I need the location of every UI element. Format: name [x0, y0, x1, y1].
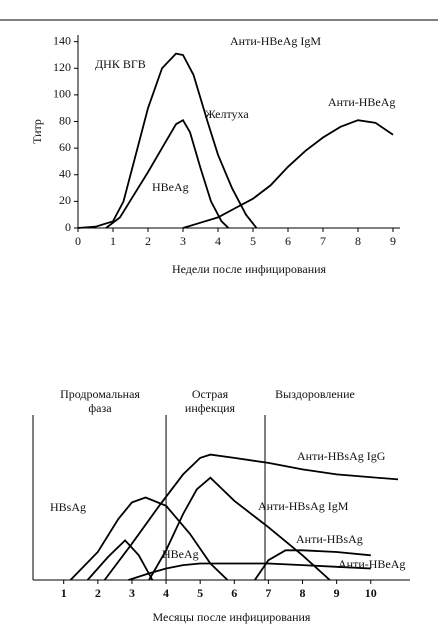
data-line [77, 52, 258, 229]
x-axis-label: Месяцы после инфицирования [153, 610, 311, 624]
x-tick-label: 9 [390, 234, 396, 248]
y-axis-label: Титр [30, 119, 44, 144]
series-label: Анти-HBsAg IgM [258, 499, 349, 513]
data-line [128, 562, 371, 581]
y-tick-label: 80 [59, 113, 71, 127]
y-tick-label: 140 [53, 33, 71, 47]
series-label: Анти-HBsAg [296, 532, 363, 546]
annotation: Анти-HBeAg IgM [230, 34, 321, 48]
x-tick-label: 1 [110, 234, 116, 248]
series-label: Анти-HBsAg IgG [297, 449, 386, 463]
phase-label: Острая [192, 387, 229, 401]
y-tick-label: 40 [59, 167, 71, 181]
y-tick-label: 0 [65, 220, 71, 234]
x-tick-label: 5 [197, 586, 203, 600]
series-label: HBsAg [50, 500, 86, 514]
x-tick-label: 3 [180, 234, 186, 248]
y-tick-label: 20 [59, 193, 71, 207]
x-tick-label: 7 [265, 586, 271, 600]
x-tick-label: 10 [365, 586, 377, 600]
x-tick-label: 0 [75, 234, 81, 248]
series-label: HBeAg [162, 547, 199, 561]
data-line [105, 118, 230, 229]
phase-label: Выздоровление [275, 387, 355, 401]
y-tick-label: 100 [53, 87, 71, 101]
data-line [103, 453, 399, 581]
series-label: ДНК ВГВ [95, 57, 146, 71]
phase-label: инфекция [185, 401, 236, 415]
x-tick-label: 6 [231, 586, 237, 600]
x-tick-label: 3 [129, 586, 135, 600]
data-line [86, 539, 154, 581]
x-tick-label: 2 [145, 234, 151, 248]
x-tick-label: 9 [334, 586, 340, 600]
y-tick-label: 120 [53, 60, 71, 74]
x-tick-label: 5 [250, 234, 256, 248]
x-tick-label: 8 [300, 586, 306, 600]
series-label: Анти-HBeAg [328, 95, 395, 109]
x-tick-label: 4 [215, 234, 221, 248]
data-line [69, 496, 229, 581]
phase-label: фаза [88, 401, 112, 415]
x-tick-label: 1 [61, 586, 67, 600]
series-label: Анти-HBeAg [338, 557, 405, 571]
series-label: HBeAg [152, 180, 189, 194]
x-tick-label: 2 [95, 586, 101, 600]
data-line [148, 476, 331, 581]
x-tick-label: 7 [320, 234, 326, 248]
phase-label: Продромальная [60, 387, 140, 401]
data-line [182, 119, 394, 229]
x-tick-label: 6 [285, 234, 291, 248]
x-tick-label: 8 [355, 234, 361, 248]
x-axis-label: Недели после инфицирования [172, 262, 327, 276]
annotation: Желтуха [205, 107, 249, 121]
y-tick-label: 60 [59, 140, 71, 154]
x-tick-label: 4 [163, 586, 169, 600]
